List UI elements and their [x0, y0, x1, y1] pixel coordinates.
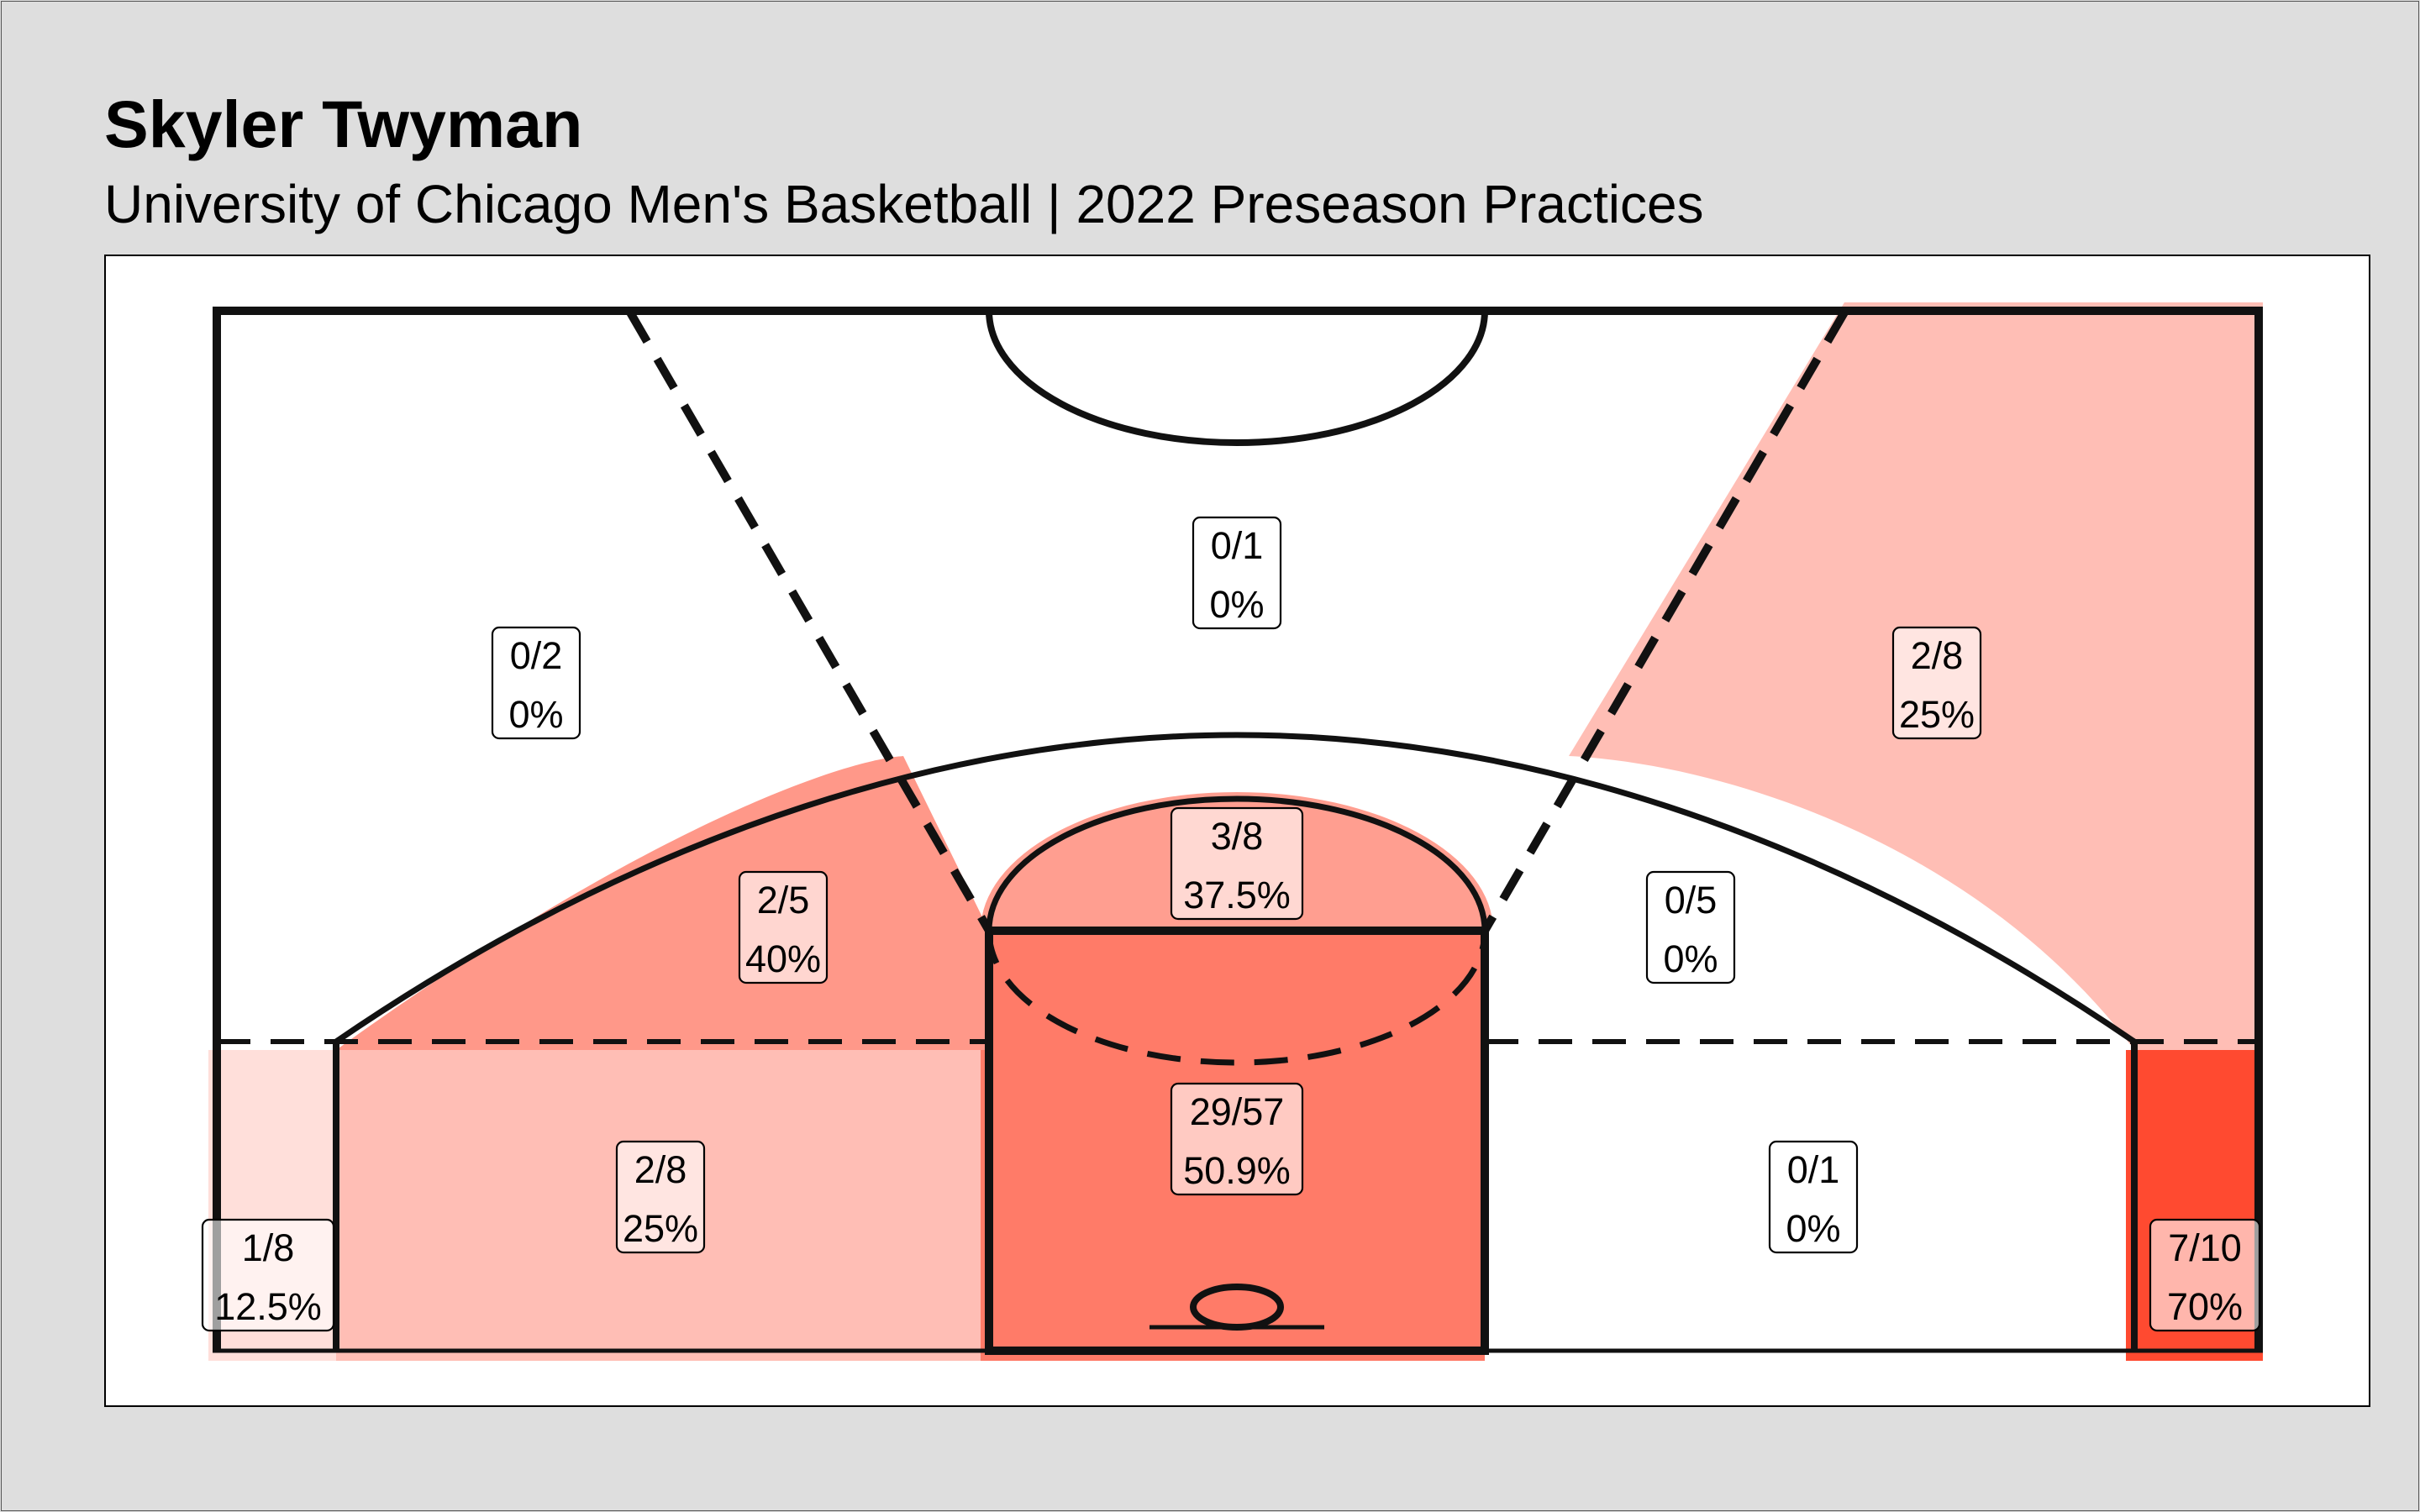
free-throw-circle-bottom: [986, 930, 1488, 1066]
zone-fraction-label: 2/5: [757, 879, 810, 921]
zone-fraction-label: 0/2: [510, 634, 563, 677]
zone-label-box: [491, 626, 581, 740]
zone-label-mid-right-baseline: 0/10%: [1768, 1140, 1859, 1254]
zone-label-box: [201, 1218, 335, 1332]
zone-percent-label: 0%: [1663, 937, 1718, 980]
zone-label-box: [1645, 870, 1736, 984]
zone-percent-label: 40%: [745, 937, 821, 980]
zone-fraction-label: 0/1: [1211, 524, 1264, 567]
zone-percent-label: 0%: [508, 693, 563, 736]
center-circle: [986, 310, 1488, 446]
zone-label-short-mid-center: 3/8 37.5%: [1170, 806, 1304, 921]
zone-label-box: [1891, 626, 1982, 740]
hoop: [1190, 1284, 1284, 1331]
zone-label-right-corner-three: 7/10 70%: [2149, 1218, 2261, 1332]
zone-label-restricted-paint: 29/57 50.9%: [1170, 1082, 1304, 1196]
zone-fraction-label: 0/1: [1787, 1148, 1840, 1191]
zone-label-top-three: 0/10%: [1192, 516, 1282, 630]
zone-percent-label: 37.5%: [1183, 874, 1291, 916]
zone-percent-label: 25%: [1899, 693, 1975, 736]
zone-percent-label: 0%: [1209, 583, 1264, 626]
zone-label-mid-left-wing: 2/540%: [738, 870, 829, 984]
paint-key: [985, 927, 1489, 1355]
zone-percent-label: 0%: [1786, 1207, 1840, 1250]
court-lines: [213, 307, 2263, 1355]
zone-fraction-label: 2/8: [634, 1148, 687, 1191]
zone-fraction-label: 0/5: [1665, 879, 1718, 921]
zone-fraction-label: 7/10: [2168, 1226, 2242, 1269]
zone-label-box: [2149, 1218, 2261, 1332]
zone-label-box: [1170, 806, 1304, 921]
zone-label-left-wing-three: 0/20%: [491, 626, 581, 740]
zone-percent-label: 70%: [2167, 1285, 2243, 1328]
zone-label-box: [1192, 516, 1282, 630]
zone-label-box: [738, 870, 829, 984]
zone-label-mid-left-baseline: 2/825%: [615, 1140, 706, 1254]
zone-fraction-label: 1/8: [242, 1226, 295, 1269]
chart-subtitle: University of Chicago Men's Basketball |…: [104, 174, 1704, 234]
zone-percent-label: 50.9%: [1183, 1149, 1291, 1192]
zone-label-box: [1768, 1140, 1859, 1254]
zone-percent-label: 25%: [623, 1207, 698, 1250]
zone-boundary-diagonal-right: [1481, 310, 1849, 933]
three-point-arc: [334, 732, 2136, 1044]
zone-percent-label: 12.5%: [214, 1285, 322, 1328]
zone-label-box: [615, 1140, 706, 1254]
zone-fraction-label: 29/57: [1190, 1090, 1285, 1133]
zone-label-left-corner-three: 1/8 12.5%: [201, 1218, 335, 1332]
zone-fraction-label: 2/8: [1911, 634, 1964, 677]
zone-label-right-wing-three: 2/825%: [1891, 626, 1982, 740]
free-throw-circle-top: [986, 795, 1488, 932]
zone-fraction-label: 3/8: [1211, 815, 1264, 858]
zone-boundary-diagonal-left: [626, 310, 993, 933]
zone-label-mid-right-wing: 0/50%: [1645, 870, 1736, 984]
zone-label-box: [1170, 1082, 1304, 1196]
zone-labels: 29/5750.9%3/837.5%2/540%0/50%2/825%0/10%…: [201, 516, 2261, 1332]
chart-title: Skyler Twyman: [104, 87, 583, 161]
